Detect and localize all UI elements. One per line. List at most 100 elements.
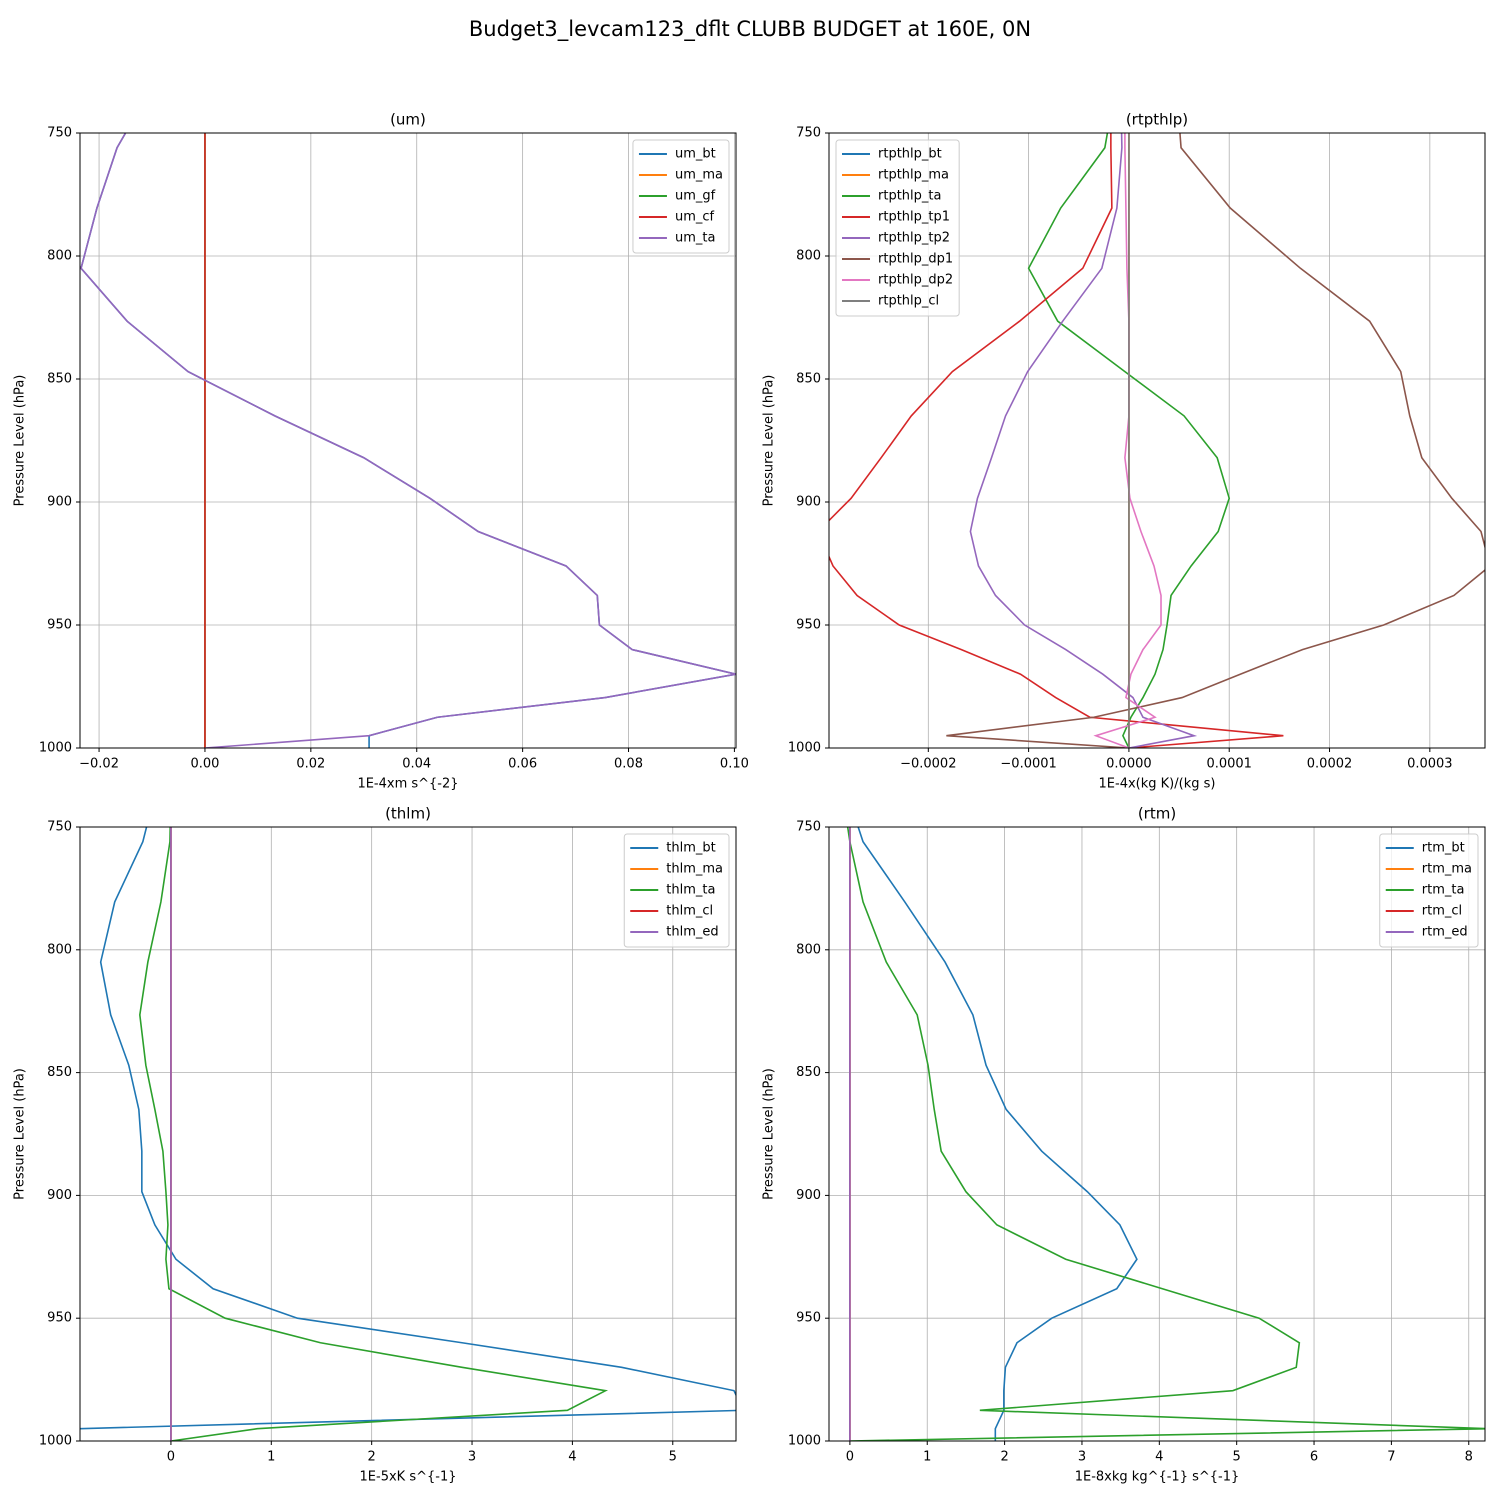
subplot: −0.02 0.00 0.02 0.04 0.06 0.08 0.10 750 800 850 90… bbox=[13, 111, 749, 792]
x-tick-label: 1 bbox=[923, 1450, 931, 1465]
legend-label: rtpthlp_ma bbox=[878, 168, 949, 183]
legend-label: um_ta bbox=[675, 231, 715, 246]
y-axis-label: Pressure Level (hPa) bbox=[762, 375, 777, 507]
axes-frame bbox=[828, 132, 1486, 749]
x-tick-label: 0.10 bbox=[720, 757, 749, 772]
x-tick-label: 8 bbox=[1465, 1450, 1473, 1465]
legend: rtpthlp_bt rtpthlp_ma rtpthlp_ta rtpthlp_tp… bbox=[835, 139, 960, 317]
x-tick-label: 7 bbox=[1387, 1450, 1395, 1465]
x-tick-label: −0.0001 bbox=[1000, 757, 1056, 772]
x-tick-label: 0.0003 bbox=[1407, 757, 1453, 772]
legend: um_bt um_ma um_gf um_cf um_ta bbox=[632, 139, 730, 254]
legend-box bbox=[623, 833, 730, 948]
y-tick-label: 900 bbox=[796, 495, 821, 510]
x-tick-label: 0.08 bbox=[614, 757, 643, 772]
legend-label: rtpthlp_dp2 bbox=[878, 273, 953, 288]
legend-box bbox=[1379, 833, 1479, 948]
x-tick-label: −0.0002 bbox=[900, 757, 956, 772]
y-tick-label: 750 bbox=[796, 820, 821, 835]
x-tick-label: 0.0002 bbox=[1307, 757, 1353, 772]
legend-label: um_bt bbox=[675, 147, 716, 162]
y-tick-label: 750 bbox=[796, 126, 821, 141]
legend-label: rtpthlp_dp1 bbox=[878, 252, 953, 267]
subplot: −0.0002 −0.0001 0.0000 0.0001 0.0002 0.0003 75… bbox=[762, 111, 1486, 792]
legend-label: um_gf bbox=[675, 189, 716, 204]
x-axis-label: 1E-5xK s^{-1} bbox=[360, 1470, 457, 1485]
x-tick-label: 0.0000 bbox=[1106, 757, 1152, 772]
data-line bbox=[829, 133, 1284, 748]
y-tick-label: 850 bbox=[47, 1065, 72, 1080]
y-tick-label: 800 bbox=[796, 249, 821, 264]
y-tick-label: 1000 bbox=[39, 1434, 72, 1449]
x-tick-label: 5 bbox=[669, 1450, 677, 1465]
x-tick-label: 3 bbox=[1078, 1450, 1086, 1465]
subplot-title: (thlm) bbox=[385, 805, 431, 823]
x-tick-label: 2 bbox=[1000, 1450, 1008, 1465]
legend-label: rtm_ma bbox=[1422, 862, 1472, 877]
x-tick-label: −0.02 bbox=[79, 757, 119, 772]
axes-frame bbox=[828, 826, 1486, 1442]
legend-label: rtpthlp_ta bbox=[878, 189, 941, 204]
y-axis-label: Pressure Level (hPa) bbox=[13, 1068, 28, 1200]
legend-label: thlm_ed bbox=[666, 925, 718, 940]
legend-label: um_cf bbox=[675, 210, 715, 225]
data-line bbox=[80, 133, 736, 748]
subplot: 0 1 2 3 4 5 6 7 8 750 800 850 900 950 1000 (rtm) 1E-8xkg… bbox=[762, 805, 1486, 1485]
y-tick-label: 800 bbox=[47, 249, 72, 264]
legend-label: rtm_cl bbox=[1422, 904, 1462, 919]
x-tick-label: 2 bbox=[368, 1450, 376, 1465]
x-axis-label: 1E-4xm s^{-2} bbox=[357, 777, 458, 792]
legend-label: thlm_cl bbox=[666, 904, 713, 919]
y-tick-label: 800 bbox=[796, 942, 821, 957]
axes-frame bbox=[79, 826, 737, 1442]
x-tick-label: 6 bbox=[1310, 1450, 1318, 1465]
legend-label: rtpthlp_tp2 bbox=[878, 231, 950, 246]
y-tick-label: 900 bbox=[47, 1188, 72, 1203]
legend-box bbox=[835, 139, 960, 317]
y-tick-label: 950 bbox=[796, 618, 821, 633]
legend-box bbox=[632, 139, 730, 254]
subplot-title: (um) bbox=[390, 111, 426, 129]
subplot: 0 1 2 3 4 5 750 800 850 900 950 1000 (thlm) 1E-5xK s^… bbox=[13, 805, 737, 1485]
x-tick-label: 4 bbox=[1155, 1450, 1163, 1465]
x-tick-label: 4 bbox=[568, 1450, 576, 1465]
y-tick-label: 750 bbox=[47, 126, 72, 141]
y-axis-label: Pressure Level (hPa) bbox=[13, 375, 28, 507]
data-line bbox=[139, 827, 609, 1441]
x-tick-label: 5 bbox=[1233, 1450, 1241, 1465]
y-tick-label: 950 bbox=[796, 1311, 821, 1326]
legend-label: rtpthlp_bt bbox=[878, 147, 942, 162]
x-tick-label: 0.02 bbox=[296, 757, 325, 772]
x-tick-label: 0.0001 bbox=[1206, 757, 1252, 772]
y-tick-label: 850 bbox=[796, 372, 821, 387]
legend-label: rtm_bt bbox=[1422, 841, 1465, 856]
legend-label: thlm_bt bbox=[666, 841, 715, 856]
legend-label: thlm_ma bbox=[666, 862, 723, 877]
data-line bbox=[1093, 133, 1162, 748]
y-tick-label: 900 bbox=[47, 495, 72, 510]
y-tick-label: 800 bbox=[47, 942, 72, 957]
figure-title: Budget3_levcam123_dflt CLUBB BUDGET at 1… bbox=[469, 17, 1031, 42]
x-tick-label: 0 bbox=[167, 1450, 175, 1465]
y-tick-label: 850 bbox=[47, 372, 72, 387]
y-tick-label: 1000 bbox=[788, 1434, 821, 1449]
data-line bbox=[1027, 133, 1231, 748]
legend: rtm_bt rtm_ma rtm_ta rtm_cl rtm_ed bbox=[1379, 833, 1479, 948]
legend-label: rtpthlp_cl bbox=[878, 294, 939, 309]
x-tick-label: 0.00 bbox=[190, 757, 219, 772]
data-line bbox=[946, 133, 1485, 748]
x-tick-label: 1 bbox=[267, 1450, 275, 1465]
x-tick-label: 0.06 bbox=[508, 757, 537, 772]
legend-label: um_ma bbox=[675, 168, 723, 183]
y-tick-label: 1000 bbox=[39, 741, 72, 756]
data-line bbox=[857, 827, 1138, 1441]
legend-label: rtpthlp_tp1 bbox=[878, 210, 950, 225]
legend-label: thlm_ta bbox=[666, 883, 715, 898]
y-tick-label: 850 bbox=[796, 1065, 821, 1080]
y-tick-label: 950 bbox=[47, 618, 72, 633]
subplot-title: (rtpthlp) bbox=[1126, 111, 1188, 129]
data-line bbox=[969, 133, 1198, 748]
x-axis-label: 1E-4x(kg K)/(kg s) bbox=[1099, 777, 1216, 792]
y-tick-label: 1000 bbox=[788, 741, 821, 756]
